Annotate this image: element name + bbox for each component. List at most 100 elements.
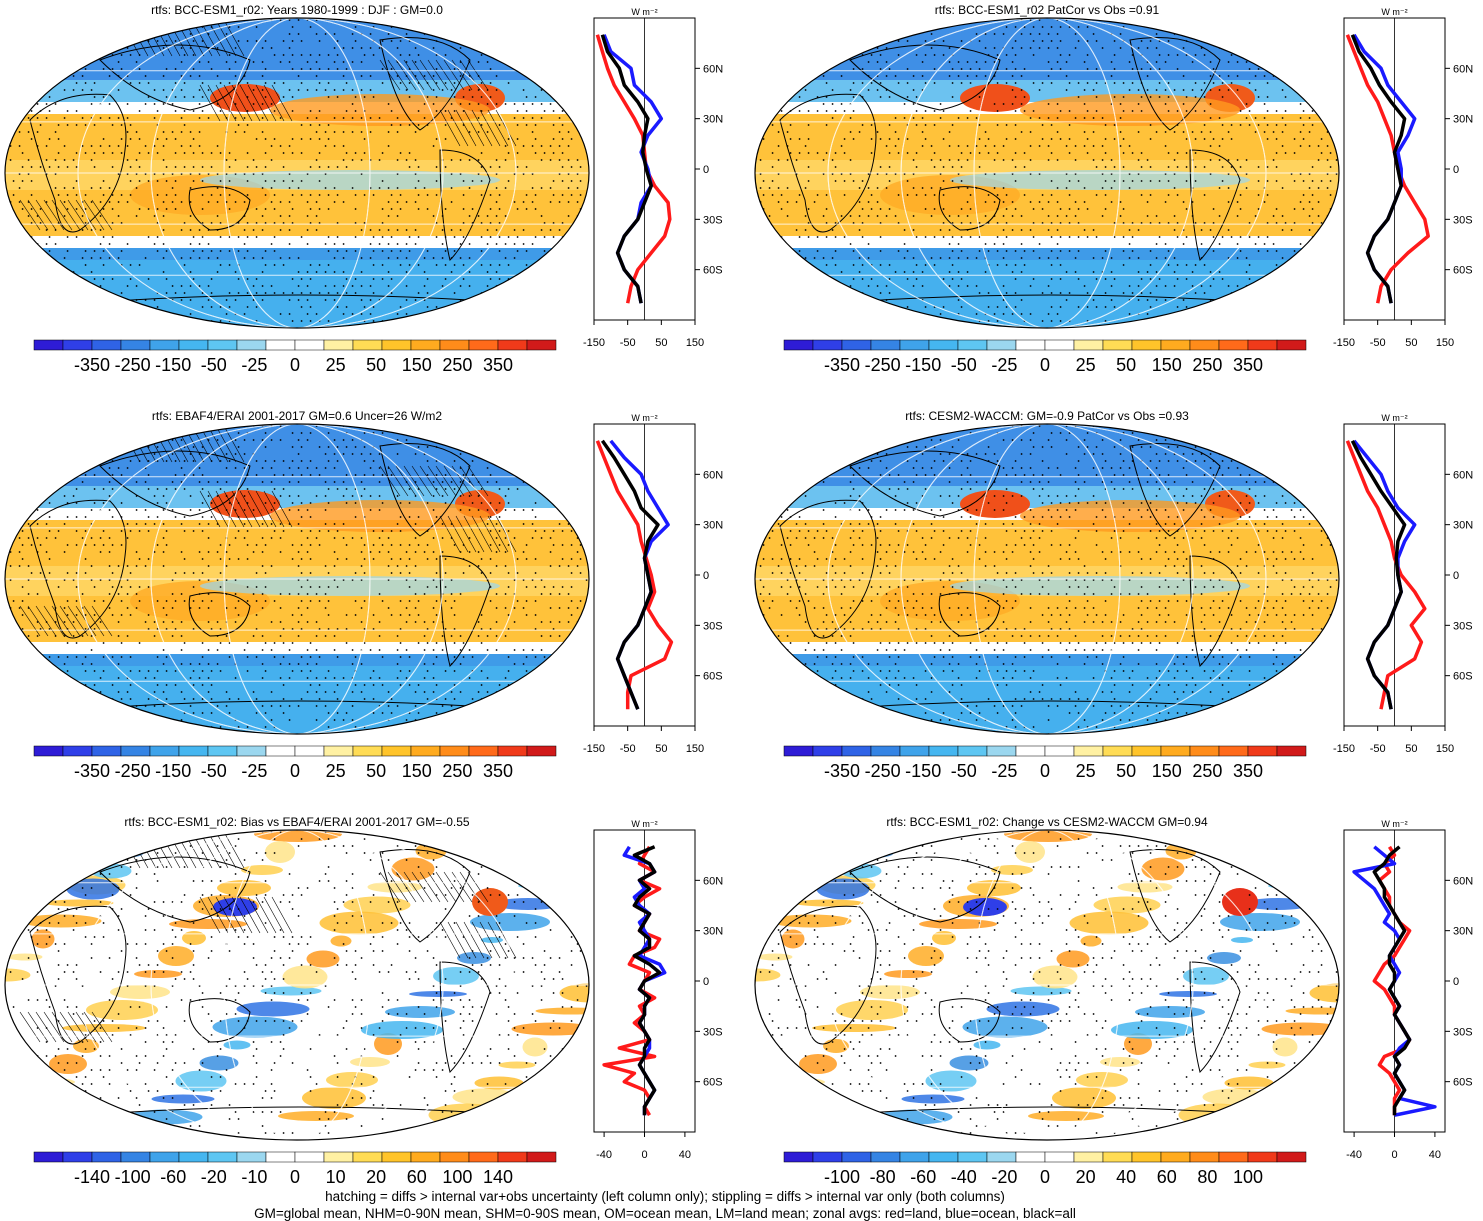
colorbar-swatch — [1160, 1151, 1191, 1163]
colorbar-tick-label: -50 — [951, 355, 977, 375]
colorbar-swatch — [33, 339, 64, 351]
lat-tick-label: 60S — [1453, 1077, 1473, 1089]
colorbar-swatch — [149, 745, 180, 757]
colorbar-swatch — [928, 1151, 959, 1163]
x-tick-label: 50 — [1405, 743, 1417, 755]
colorbar-tick-label: 250 — [1192, 761, 1222, 781]
lat-tick-label: 0 — [1453, 976, 1459, 988]
colorbar-swatch — [265, 339, 296, 351]
x-tick-label: 0 — [641, 1149, 647, 1161]
lat-tick-label: 60S — [703, 671, 723, 683]
x-tick-label: 0 — [1391, 1149, 1397, 1161]
colorbar: -350 -250 -150 -50 -25 0 25 50 150 250 350 — [783, 339, 1307, 375]
colorbar-swatch — [841, 745, 872, 757]
colorbar: -350 -250 -150 -50 -25 0 25 50 150 250 350 — [33, 339, 557, 375]
colorbar-swatch — [957, 745, 988, 757]
colorbar-tick-label: 60 — [1157, 1167, 1177, 1187]
colorbar-tick-label: 25 — [326, 355, 346, 375]
colorbar-tick-label: -40 — [951, 1167, 977, 1187]
colorbar-swatch — [1247, 745, 1278, 757]
colorbar-swatch — [1131, 339, 1162, 351]
colorbar-tick-label: 150 — [402, 355, 432, 375]
zonal-series-all — [1350, 440, 1407, 710]
colorbar-tick-label: 20 — [1076, 1167, 1096, 1187]
lat-tick-label: 0 — [703, 164, 709, 176]
colorbar-swatch — [352, 339, 383, 351]
colorbar-swatch — [120, 1151, 151, 1163]
colorbar-swatch — [120, 745, 151, 757]
colorbar-swatch — [410, 1151, 441, 1163]
colorbar-swatch — [149, 1151, 180, 1163]
panel-title: rtfs: EBAF4/ERAI 2001-2017 GM=0.6 Uncer=… — [152, 409, 442, 423]
colorbar-swatch — [1247, 1151, 1278, 1163]
colorbar-swatch — [812, 745, 843, 757]
colorbar: -350 -250 -150 -50 -25 0 25 50 150 250 350 — [783, 745, 1307, 781]
colorbar-swatch — [468, 745, 499, 757]
zonal-series-all — [1350, 34, 1407, 304]
colorbar-swatch — [783, 745, 814, 757]
panel-p6: rtfs: BCC-ESM1_r02: Change vs CESM2-WACC… — [754, 815, 1473, 1187]
colorbar-swatch — [323, 1151, 354, 1163]
colorbar-tick-label: 0 — [1040, 355, 1050, 375]
x-tick-label: 50 — [655, 337, 667, 349]
colorbar-swatch — [928, 745, 959, 757]
colorbar-swatch — [899, 745, 930, 757]
world-map — [755, 424, 1339, 734]
lat-tick-label: 30N — [703, 114, 723, 126]
colorbar-tick-label: -250 — [115, 355, 151, 375]
colorbar: -100 -80 -60 -40 -20 0 20 40 60 80 100 — [783, 1151, 1307, 1187]
colorbar-swatch — [1218, 339, 1249, 351]
colorbar-tick-label: 20 — [366, 1167, 386, 1187]
colorbar-swatch — [526, 745, 557, 757]
lat-tick-label: 60S — [1453, 265, 1473, 277]
zonal-unit-label: W m⁻² — [1381, 819, 1407, 829]
colorbar-swatch — [236, 339, 267, 351]
colorbar-tick-label: 150 — [402, 761, 432, 781]
zonal-unit-label: W m⁻² — [631, 819, 657, 829]
x-tick-label: -50 — [620, 743, 636, 755]
colorbar-swatch — [497, 745, 528, 757]
colorbar-swatch — [870, 339, 901, 351]
colorbar-tick-label: -25 — [991, 761, 1017, 781]
panel-title: rtfs: BCC-ESM1_r02: Bias vs EBAF4/ERAI 2… — [124, 815, 469, 829]
colorbar-swatch — [1015, 339, 1046, 351]
colorbar-swatch — [236, 1151, 267, 1163]
graticule — [5, 18, 589, 328]
zonal-unit-label: W m⁻² — [1381, 413, 1407, 423]
colorbar-tick-label: -50 — [201, 355, 227, 375]
colorbar-swatch — [841, 1151, 872, 1163]
colorbar-swatch — [1102, 1151, 1133, 1163]
colorbar-swatch — [783, 339, 814, 351]
lat-tick-label: 30N — [1453, 520, 1473, 532]
panel-title: rtfs: BCC-ESM1_r02: Change vs CESM2-WACC… — [886, 815, 1208, 829]
lat-tick-label: 0 — [1453, 164, 1459, 176]
colorbar-tick-label: 25 — [326, 761, 346, 781]
colorbar-swatch — [1276, 1151, 1307, 1163]
colorbar-swatch — [381, 745, 412, 757]
colorbar-swatch — [1189, 745, 1220, 757]
lat-tick-label: 60S — [703, 265, 723, 277]
colorbar-swatch — [783, 1151, 814, 1163]
colorbar-swatch — [323, 339, 354, 351]
x-tick-label: -150 — [1333, 743, 1355, 755]
colorbar-swatch — [1247, 339, 1278, 351]
colorbar-swatch — [870, 1151, 901, 1163]
colorbar-swatch — [526, 1151, 557, 1163]
colorbar-swatch — [1073, 1151, 1104, 1163]
colorbar-swatch — [1160, 339, 1191, 351]
zonal-mean-plot: W m⁻² 60N 30N 0 30S 60S -40 0 40 — [593, 819, 723, 1161]
panel-title: rtfs: BCC-ESM1_r02: Years 1980-1999 : DJ… — [151, 3, 443, 17]
colorbar-tick-label: 350 — [483, 355, 513, 375]
colorbar-tick-label: -350 — [74, 761, 110, 781]
colorbar-swatch — [120, 339, 151, 351]
lat-tick-label: 30N — [1453, 114, 1473, 126]
lat-tick-label: 0 — [703, 570, 709, 582]
colorbar-swatch — [1044, 339, 1075, 351]
panel-p3: rtfs: EBAF4/ERAI 2001-2017 GM=0.6 Uncer=… — [4, 409, 723, 781]
lat-tick-label: 60N — [703, 469, 723, 481]
x-tick-label: -40 — [1346, 1149, 1362, 1161]
colorbar-swatch — [812, 1151, 843, 1163]
x-tick-label: 150 — [686, 337, 704, 349]
colorbar-swatch — [1218, 745, 1249, 757]
colorbar-tick-label: -20 — [991, 1167, 1017, 1187]
